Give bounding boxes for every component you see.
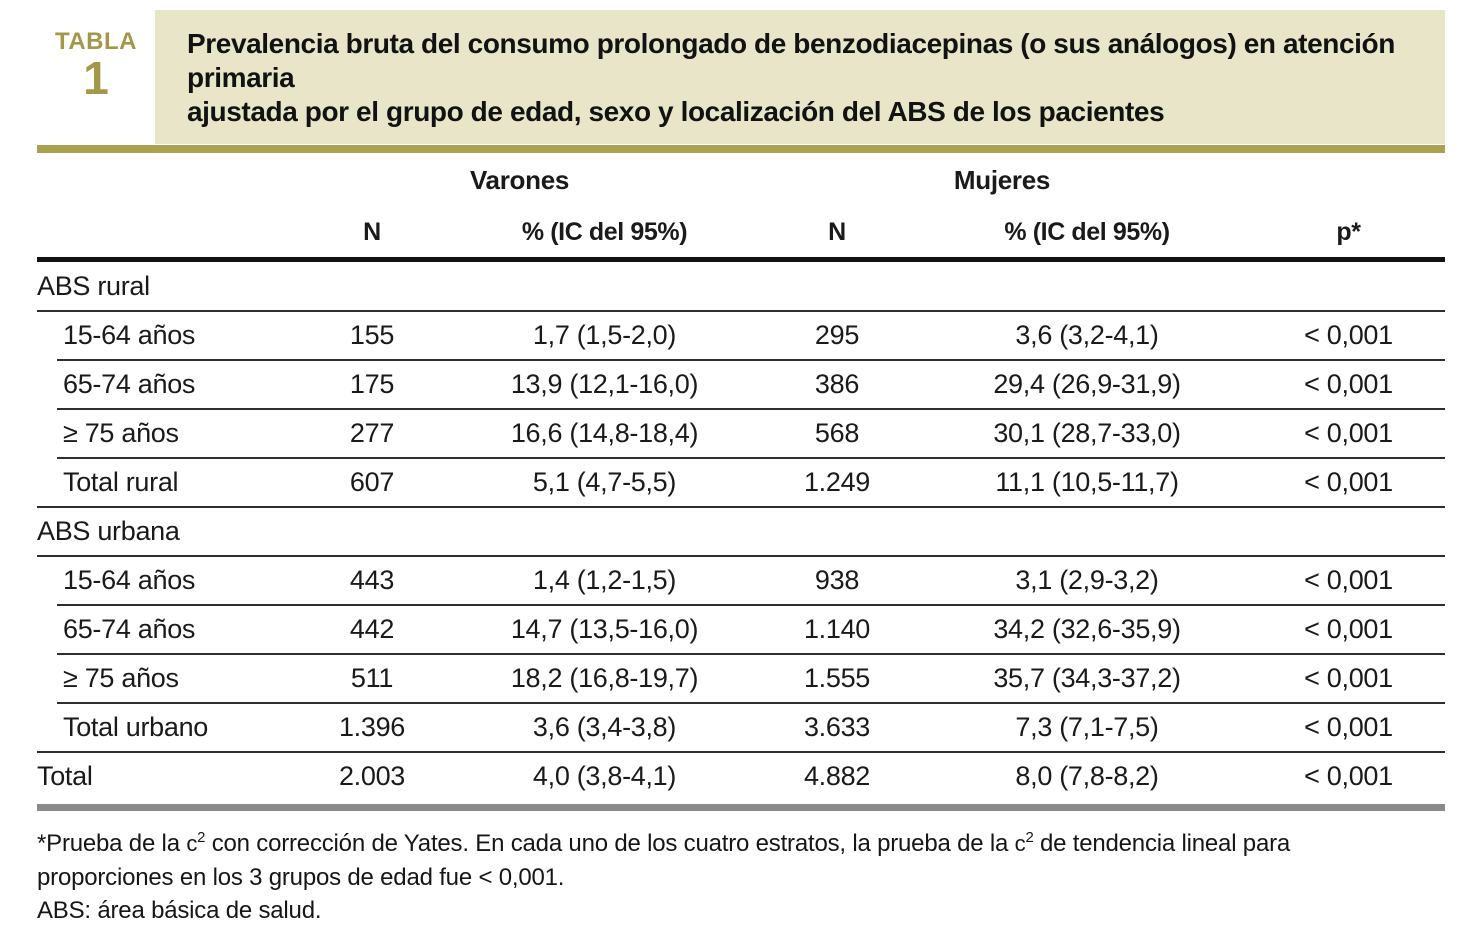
cell-n-mujeres: 1.140 [803,614,871,645]
cell-p: < 0,001 [1304,663,1393,694]
accent-divider-bar [37,145,1445,154]
cell-p: < 0,001 [1304,320,1393,351]
cell-n-varones: 155 [349,320,395,351]
cell-n-varones: 175 [349,369,395,400]
table-row-abs-rural: ABS rural [37,262,1445,313]
row-label: ≥ 75 años [63,663,179,694]
table-row-urbana-65-74: 65-74 años 442 14,7 (13,5-16,0) 1.140 34… [37,605,1445,656]
cell-n-mujeres: 1.249 [803,467,871,498]
footnote-text: de tendencia lineal para [1033,830,1291,858]
cell-n-varones: 2.003 [338,761,406,792]
footnote-text: con corrección de Yates. En cada uno de … [205,830,1015,858]
cell-p: < 0,001 [1304,712,1393,743]
cell-n-varones: 1.396 [338,712,406,743]
row-label: 15-64 años [63,320,196,351]
cell-p: < 0,001 [1304,467,1393,498]
row-label: ≥ 75 años [63,418,179,449]
table-bottom-bar [37,804,1445,812]
cell-ci-mujeres: 35,7 (34,3-37,2) [993,663,1181,694]
row-label: 65-74 años [63,369,196,400]
cell-n-varones: 442 [349,614,395,645]
table-title-line-2: ajustada por el grupo de edad, sexo y lo… [187,96,1165,128]
row-label: ABS rural [37,271,150,302]
column-header-ci-varones: % (IC del 95%) [521,217,688,246]
row-label: Total urbano [63,712,209,743]
cell-ci-varones: 5,1 (4,7-5,5) [532,467,677,498]
chi-symbol: c [1014,831,1026,857]
column-header-p: p* [1336,217,1361,246]
row-label: 15-64 años [63,565,196,596]
cell-n-varones: 443 [349,565,395,596]
column-header-row: N % (IC del 95%) N % (IC del 95%) p* [37,207,1445,263]
cell-ci-mujeres: 3,6 (3,2-4,1) [1015,320,1159,351]
cell-p: < 0,001 [1304,418,1393,449]
cell-n-varones: 277 [349,418,395,449]
table-row-rural-65-74: 65-74 años 175 13,9 (12,1-16,0) 386 29,4… [37,360,1445,411]
badge-number: 1 [83,52,109,104]
table-row-total-urbano: Total urbano 1.396 3,6 (3,4-3,8) 3.633 7… [37,703,1445,754]
column-header-n-mujeres: N [828,217,846,246]
cell-ci-varones: 4,0 (3,8-4,1) [532,761,677,792]
cell-p: < 0,001 [1304,369,1393,400]
cell-n-mujeres: 568 [814,418,860,449]
table-title-line-1: Prevalencia bruta del consumo prolongado… [187,28,1395,94]
table-row-rural-15-64: 15-64 años 155 1,7 (1,5-2,0) 295 3,6 (3,… [37,311,1445,362]
chi-symbol: c [186,831,198,857]
cell-n-mujeres: 295 [814,320,860,351]
table-row-urbana-75plus: ≥ 75 años 511 18,2 (16,8-19,7) 1.555 35,… [37,654,1445,705]
cell-ci-mujeres: 8,0 (7,8-8,2) [1015,761,1159,792]
cell-n-varones: 511 [350,663,394,694]
cell-ci-varones: 13,9 (12,1-16,0) [510,369,699,400]
footnote-abs-definition: ABS: área básica de salud. [37,896,322,924]
cell-ci-mujeres: 30,1 (28,7-33,0) [993,418,1181,449]
footnote-text: proporciones en los 3 grupos de edad fue… [37,863,565,891]
cell-n-mujeres: 938 [814,565,860,596]
cell-n-mujeres: 4.882 [803,761,871,792]
group-header-mujeres: Mujeres [953,164,1051,195]
cell-ci-varones: 1,4 (1,2-1,5) [532,565,677,596]
chi-superscript: 2 [197,830,206,847]
cell-ci-mujeres: 11,1 (10,5-11,7) [995,467,1179,498]
row-label: 65-74 años [63,614,196,645]
data-table: Varones Mujeres N % (IC del 95%) N % (IC… [37,153,1445,812]
cell-n-mujeres: 386 [814,369,860,400]
cell-n-varones: 607 [349,467,395,498]
table-row-total: Total 2.003 4,0 (3,8-4,1) 4.882 8,0 (7,8… [37,752,1445,801]
column-header-ci-mujeres: % (IC del 95%) [1004,217,1170,246]
chi-superscript: 2 [1025,830,1034,847]
cell-n-mujeres: 1.555 [803,663,871,694]
row-label: Total rural [63,467,179,498]
cell-ci-varones: 16,6 (14,8-18,4) [510,418,699,449]
row-label: Total [37,761,93,792]
cell-ci-mujeres: 29,4 (26,9-31,9) [993,369,1181,400]
table-title-block: Prevalencia bruta del consumo prolongado… [155,10,1445,145]
cell-ci-varones: 18,2 (16,8-19,7) [510,663,699,694]
table-row-total-rural: Total rural 607 5,1 (4,7-5,5) 1.249 11,1… [37,458,1445,509]
footnote-chi-square: *Prueba de la c2 con corrección de Yates… [37,827,1445,893]
badge-word: TABLA [54,28,138,55]
cell-n-mujeres: 3.633 [803,712,871,743]
group-header-varones: Varones [469,164,570,195]
table-number-badge: TABLA 1 [37,10,155,144]
table-row-urbana-15-64: 15-64 años 443 1,4 (1,2-1,5) 938 3,1 (2,… [37,556,1445,607]
cell-p: < 0,001 [1304,614,1393,645]
cell-ci-mujeres: 7,3 (7,1-7,5) [1015,712,1159,743]
table-row-rural-75plus: ≥ 75 años 277 16,6 (14,8-18,4) 568 30,1 … [37,409,1445,460]
table-row-abs-urbana: ABS urbana [37,507,1445,558]
footnote-text: *Prueba de la [37,830,187,858]
row-label: ABS urbana [37,516,180,547]
table-header-band: TABLA 1 Prevalencia bruta del consumo pr… [37,10,1445,145]
cell-ci-varones: 1,7 (1,5-2,0) [532,320,677,351]
cell-p: < 0,001 [1304,761,1393,792]
footnotes: *Prueba de la c2 con corrección de Yates… [37,827,1445,926]
cell-ci-varones: 3,6 (3,4-3,8) [532,712,677,743]
cell-p: < 0,001 [1304,565,1393,596]
cell-ci-varones: 14,7 (13,5-16,0) [510,614,699,645]
column-header-n-varones: N [363,217,381,246]
cell-ci-mujeres: 3,1 (2,9-3,2) [1015,565,1159,596]
group-header-row: Varones Mujeres [37,153,1445,207]
cell-ci-mujeres: 34,2 (32,6-35,9) [993,614,1181,645]
